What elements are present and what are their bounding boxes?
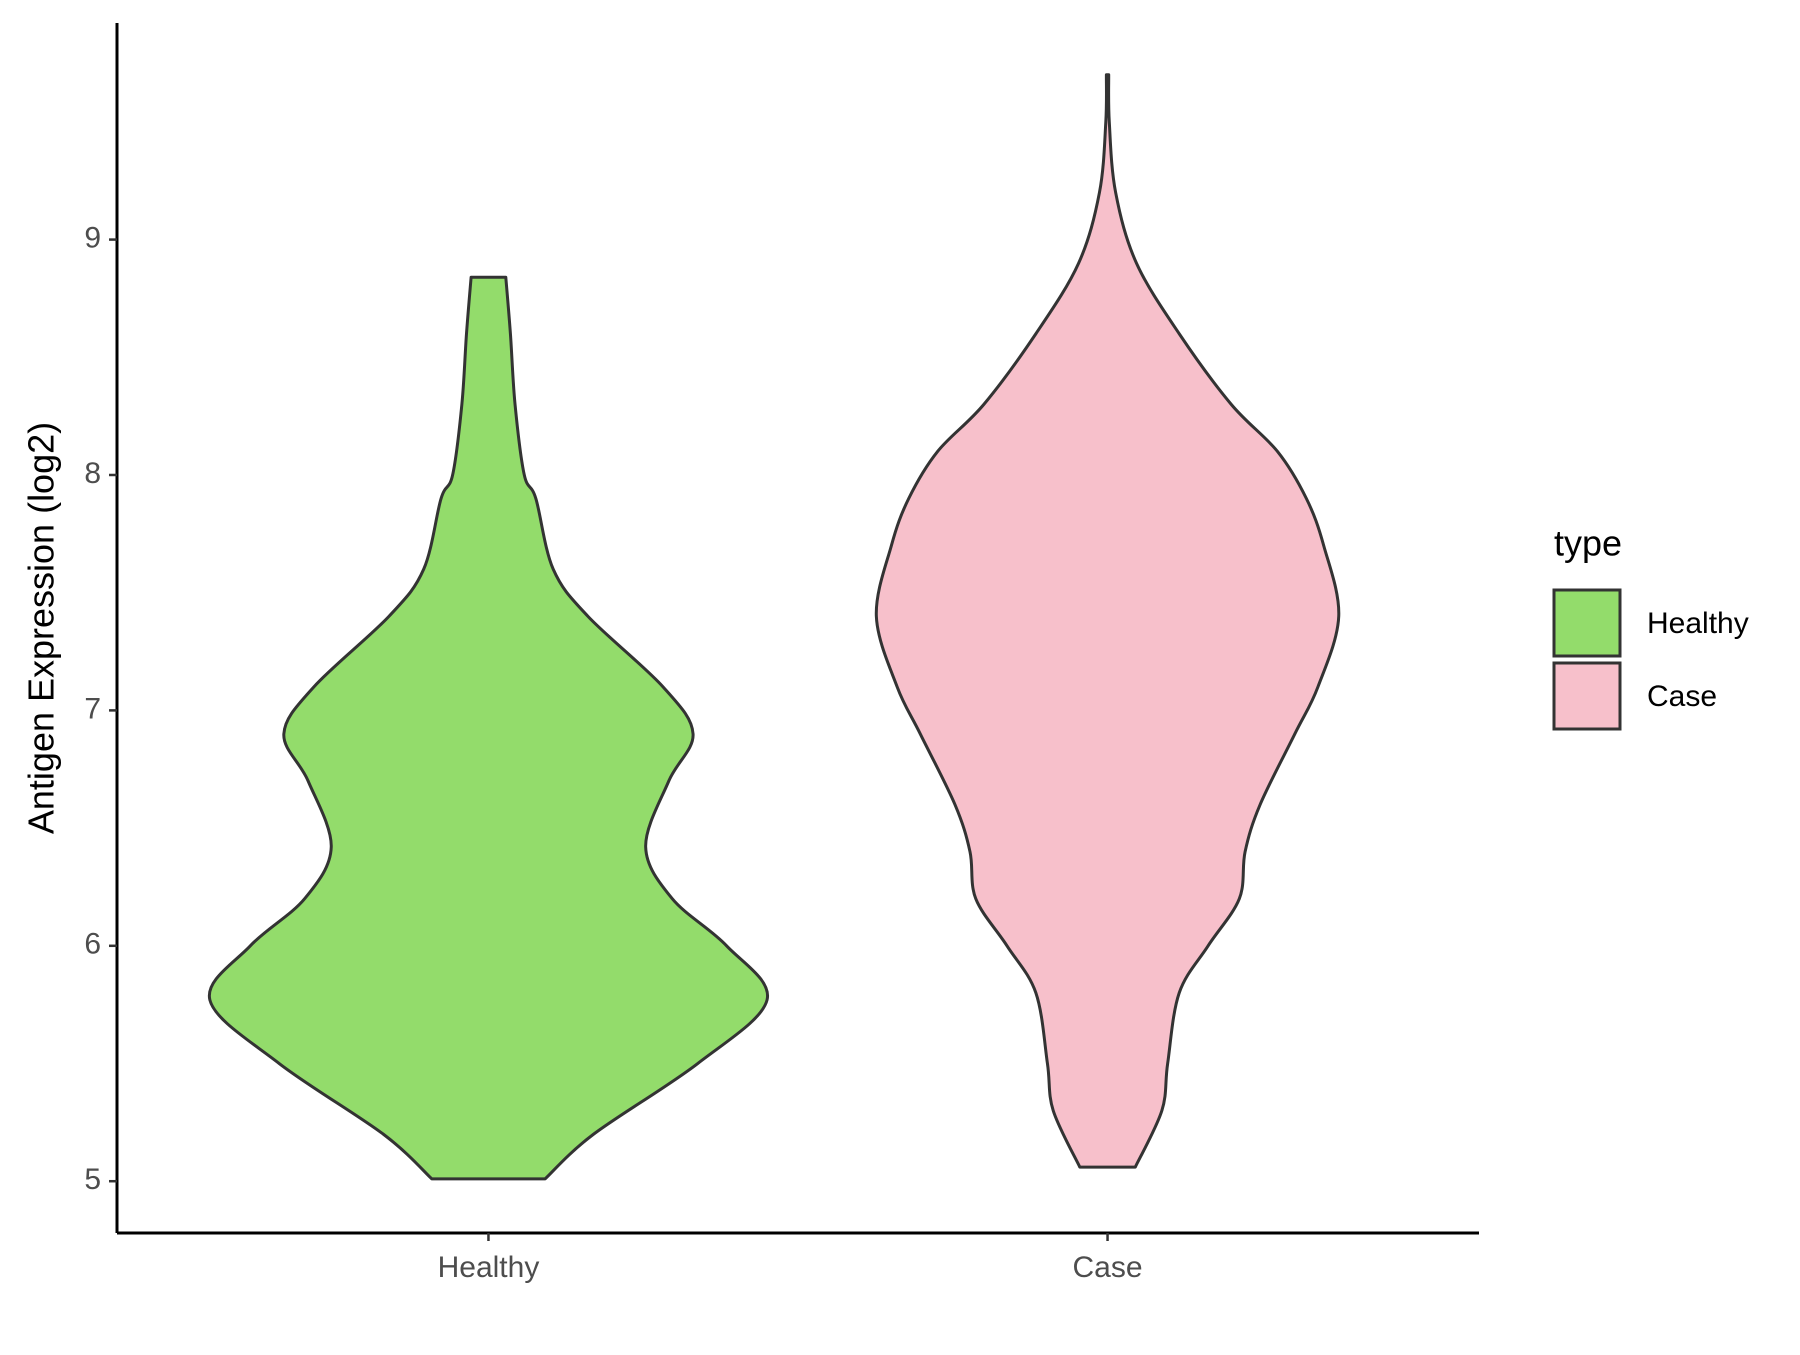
y-axis-label: Antigen Expression (log2) — [21, 422, 62, 834]
x-tick-label: Healthy — [438, 1251, 540, 1284]
y-tick-label: 6 — [84, 928, 101, 961]
legend-title: type — [1554, 523, 1622, 564]
y-tick-label: 9 — [84, 221, 101, 254]
legend-key — [1552, 661, 1622, 731]
y-tick-label: 7 — [84, 692, 101, 725]
legend-key — [1552, 588, 1622, 658]
y-tick-label: 8 — [84, 457, 101, 490]
x-tick-label: Case — [1073, 1251, 1143, 1284]
violin — [874, 73, 1341, 1169]
legend-label: Healthy — [1647, 607, 1749, 640]
legend-label: Case — [1647, 680, 1717, 713]
y-tick-label: 5 — [84, 1163, 101, 1196]
violin — [207, 275, 769, 1181]
